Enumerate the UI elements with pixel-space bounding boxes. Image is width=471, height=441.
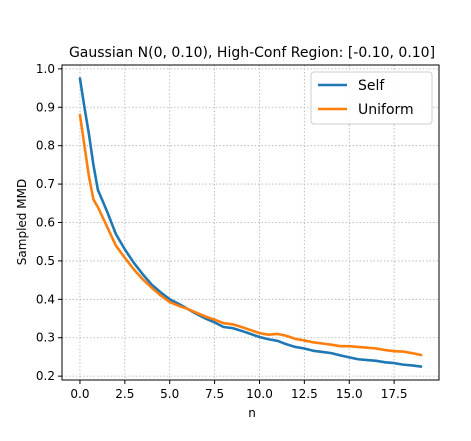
y-axis-title: Sampled MMD [15, 179, 29, 265]
y-tick-label: 0.4 [36, 292, 55, 306]
y-tick-label: 0.7 [36, 177, 55, 191]
legend-label-uniform: Uniform [358, 102, 414, 118]
x-tick-label: 17.5 [381, 387, 408, 401]
series-lines [78, 77, 423, 368]
x-tick-label: 15.0 [336, 387, 363, 401]
x-axis-ticks: 0.0 2.5 5.0 7.5 10.0 12.5 15.0 17.5 [70, 380, 407, 401]
y-tick-label: 0.3 [36, 331, 55, 345]
x-axis-title: n [248, 406, 256, 420]
y-tick-label: 0.9 [36, 100, 55, 114]
y-tick-label: 1.0 [36, 62, 55, 76]
legend-label-self: Self [358, 78, 385, 94]
legend: Self Uniform [310, 71, 433, 125]
y-axis-ticks: 0.2 0.3 0.4 0.5 0.6 0.7 0.8 0.9 1.0 [36, 62, 62, 383]
x-tick-label: 7.5 [205, 387, 224, 401]
y-tick-label: 0.5 [36, 254, 55, 268]
series-line-uniform [78, 113, 423, 357]
series-line-self [78, 77, 423, 368]
x-tick-label: 10.0 [246, 387, 273, 401]
chart-title: Gaussian N(0, 0.10), High-Conf Region: [… [69, 45, 435, 61]
y-tick-label: 0.8 [36, 139, 55, 153]
y-tick-label: 0.2 [36, 369, 55, 383]
x-tick-label: 5.0 [160, 387, 179, 401]
x-tick-label: 12.5 [291, 387, 318, 401]
y-tick-label: 0.6 [36, 216, 55, 230]
x-tick-label: 0.0 [70, 387, 89, 401]
x-tick-label: 2.5 [115, 387, 134, 401]
